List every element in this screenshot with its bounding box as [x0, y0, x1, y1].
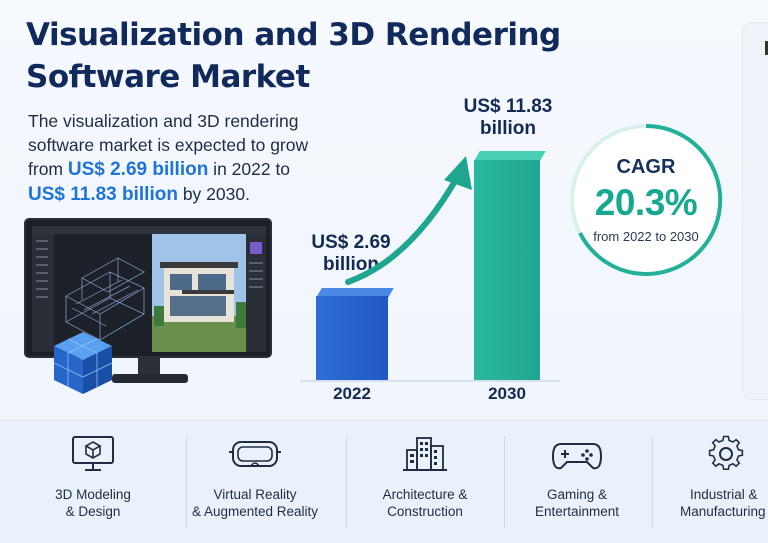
divider — [186, 436, 187, 528]
intro-value-2022: US$ 2.69 billion — [67, 159, 209, 180]
intro-value-2030: US$ 11.83 billion — [28, 184, 178, 205]
cagr-label: CAGR — [616, 156, 676, 178]
gear-icon — [708, 435, 744, 471]
page-title: Visualization and 3D Rendering Software … — [26, 14, 566, 98]
intro-text: The visualization and 3D rendering softw… — [28, 109, 328, 207]
divider — [652, 436, 653, 528]
gamepad-icon — [551, 443, 603, 470]
rendering-software-screen — [32, 226, 266, 352]
categories-band — [0, 420, 768, 543]
category-label-line1: Gaming & — [546, 487, 608, 502]
monitor-screen — [32, 226, 266, 352]
x-tick-2022: 2022 — [333, 384, 371, 403]
title-line-2: Software Market — [26, 59, 310, 95]
monitor-illustration — [24, 218, 272, 388]
category-vr-ar: Virtual Reality & Augmented Reality — [180, 434, 330, 520]
monitor-frame — [24, 218, 272, 358]
category-label-line1: Virtual Reality — [213, 487, 297, 502]
intro-part-3: by 2030. — [177, 184, 250, 204]
cagr-value: 20.3% — [594, 182, 698, 223]
bar-2022 — [316, 296, 388, 380]
category-label-line1: Industrial & — [690, 487, 758, 502]
category-industrial: Industrial & Manufacturing — [646, 434, 768, 520]
category-architecture: Architecture & Construction — [350, 434, 500, 520]
bar-value-2022-line1: US$ 2.69 — [311, 232, 391, 253]
category-label-line2: Construction — [387, 504, 463, 519]
category-label-line2: Manufacturing — [680, 504, 766, 519]
bar-value-2030-line1: US$ 11.83 — [463, 96, 553, 117]
side-panel-mark — [765, 41, 768, 55]
bar-value-label-2022: US$ 2.69 billion — [296, 232, 406, 276]
divider — [346, 436, 347, 528]
category-label-line1: 3D Modeling — [55, 487, 131, 502]
bar-value-2022-line2: billion — [323, 254, 379, 275]
chart-baseline — [300, 380, 560, 382]
monitor-cube-icon — [72, 436, 114, 471]
bar-value-2030-line2: billion — [480, 118, 536, 139]
title-line-1: Visualization and 3D Rendering — [26, 17, 561, 53]
monitor-stand — [138, 358, 160, 378]
cagr-period: from 2022 to 2030 — [593, 229, 699, 244]
x-tick-2030: 2030 — [488, 384, 526, 403]
category-3d-modeling: 3D Modeling & Design — [18, 434, 168, 520]
bar-value-label-2030: US$ 11.83 billion — [446, 96, 570, 140]
category-gaming: Gaming & Entertainment — [502, 434, 652, 520]
category-label-line2: Entertainment — [534, 504, 620, 519]
divider — [504, 436, 505, 528]
cagr-ring — [570, 123, 723, 276]
intro-part-2: in 2022 to — [208, 159, 291, 179]
category-label-line2: & Design — [65, 504, 121, 519]
cube-icon — [53, 332, 113, 394]
category-label-line1: Architecture & — [382, 487, 468, 502]
monitor-base — [112, 374, 188, 383]
vr-headset-icon — [229, 441, 281, 467]
growth-arrow-icon — [345, 156, 472, 285]
intro-part-1: The visualization and 3D rendering softw… — [28, 111, 309, 179]
category-label-line2: & Augmented Reality — [191, 504, 319, 519]
side-panel — [742, 22, 768, 400]
buildings-icon — [403, 437, 447, 471]
bar-2030 — [474, 160, 540, 380]
